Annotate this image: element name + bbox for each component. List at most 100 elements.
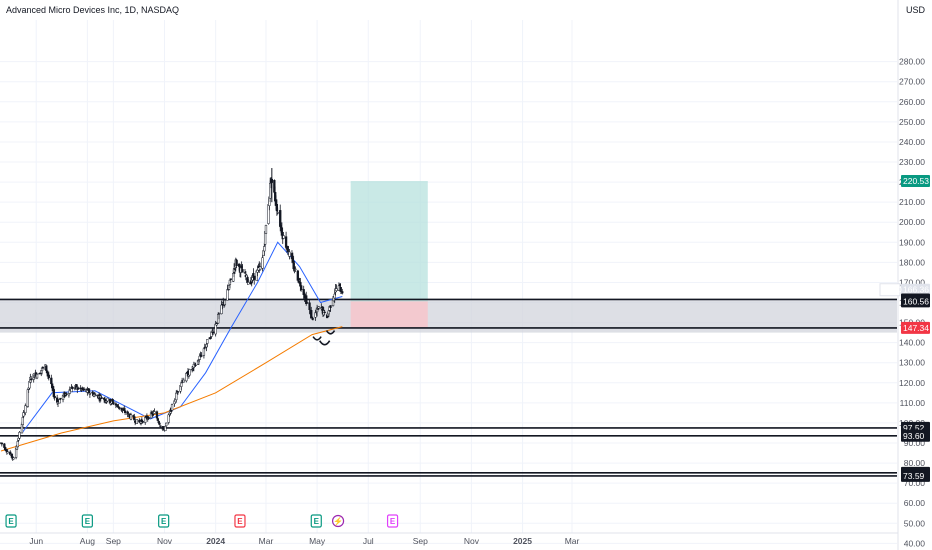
x-tick-label: 2025: [513, 536, 532, 546]
x-tick-label: 2024: [206, 536, 225, 546]
candle-body: [117, 406, 120, 408]
price-badge-label: 73.59: [903, 471, 925, 481]
x-tick-label: Sep: [413, 536, 428, 546]
candle-body: [300, 285, 303, 290]
candle-body: [317, 306, 320, 309]
candle-body: [264, 225, 268, 234]
candle-body: [247, 282, 250, 285]
earnings-marker[interactable]: E: [386, 514, 399, 528]
earnings-marker[interactable]: E: [310, 514, 322, 528]
y-tick-label: 110.00: [900, 398, 926, 408]
earnings-icon: [158, 514, 170, 528]
candle-body: [170, 404, 174, 411]
y-tick-label: 40.00: [904, 538, 926, 548]
price-badge-label: 93.60: [903, 431, 925, 441]
candle-body: [197, 360, 201, 363]
candle-body: [175, 392, 178, 401]
price-badge: [901, 469, 930, 482]
candle-body: [335, 288, 338, 292]
candle-body: [158, 422, 161, 425]
candle-body: [310, 316, 314, 319]
x-tick-label: Nov: [157, 536, 173, 546]
symbol-tag: [879, 283, 901, 297]
pattern-annotations: [312, 330, 336, 346]
price-badge: [901, 295, 930, 308]
x-tick-label: Mar: [565, 536, 580, 546]
candle-body: [10, 453, 14, 458]
candle-body: [16, 441, 19, 448]
x-tick-label: Sep: [106, 536, 121, 546]
x-tick-label: Nov: [464, 536, 480, 546]
candle-body: [229, 278, 232, 280]
y-tick-label: 60.00: [904, 498, 926, 508]
candle-body: [106, 397, 109, 402]
price-axis-panel[interactable]: [898, 0, 932, 550]
candle-body: [211, 331, 215, 334]
earnings-icon: [234, 514, 246, 528]
earnings-marker-label: E: [237, 517, 243, 526]
candle-body: [202, 348, 206, 356]
candle-body: [209, 337, 212, 339]
candle-body: [241, 269, 244, 273]
candle-body: [47, 374, 50, 379]
candle-body: [30, 378, 33, 381]
earnings-marker-label: E: [314, 517, 320, 526]
price-badges: 220.53166.36AMD161.52160.56147.3497.5293…: [879, 175, 930, 482]
y-tick-label: 120.00: [899, 378, 925, 388]
ema-line: [0, 326, 343, 452]
candle-body: [123, 410, 127, 414]
y-tick-label: 170.00: [899, 277, 925, 287]
candle-body: [133, 416, 136, 421]
price-badge: [901, 429, 930, 442]
y-tick-label: 130.00: [899, 358, 925, 368]
candle-body: [329, 305, 332, 308]
y-tick-label: 240.00: [899, 137, 925, 147]
support-zone: [0, 299, 897, 333]
candle-body: [226, 289, 229, 301]
candle-body: [237, 263, 241, 267]
candle-body: [269, 182, 272, 199]
x-tick-label: Mar: [259, 536, 274, 546]
candle-body: [88, 393, 92, 395]
candle-body: [18, 432, 21, 439]
candle-body: [14, 448, 18, 458]
earnings-marker-label: E: [161, 517, 167, 526]
earnings-marker-label: ⚡: [333, 516, 343, 526]
earnings-marker[interactable]: ⚡: [331, 514, 345, 528]
candle-body: [26, 389, 29, 407]
earnings-marker[interactable]: E: [158, 514, 170, 528]
price-badge-label: 166.36: [903, 285, 929, 295]
candle-body: [153, 411, 156, 414]
earnings-icon: [81, 514, 93, 528]
candle-body: [206, 339, 209, 344]
earnings-marker[interactable]: E: [234, 514, 246, 528]
earnings-marker[interactable]: E: [5, 514, 17, 528]
candle-body: [118, 407, 121, 409]
candle-body: [194, 364, 197, 366]
price-badge: [901, 175, 930, 188]
candles: [0, 168, 344, 461]
y-tick-label: 70.00: [904, 478, 926, 488]
horizontal-levels[interactable]: [0, 298, 897, 477]
candle-body: [147, 416, 150, 420]
candle-body: [198, 355, 201, 360]
x-tick-label: Jun: [29, 536, 43, 546]
candle-body: [323, 311, 326, 314]
price-badge-label: 160.56: [903, 296, 929, 306]
candle-body: [232, 273, 235, 282]
candle-body: [288, 251, 291, 257]
candle-body: [144, 417, 147, 423]
candle-body: [286, 246, 289, 252]
candle-body: [294, 268, 297, 270]
earnings-marker[interactable]: E: [81, 514, 93, 528]
candle-body: [310, 310, 313, 319]
candle-body: [341, 291, 344, 294]
candle-body: [333, 293, 336, 299]
candle-body: [217, 313, 221, 315]
earnings-markers[interactable]: E E E E E ⚡ E: [5, 514, 399, 528]
price-badge: [901, 283, 930, 296]
candle-body: [59, 397, 62, 400]
y-tick-label: 180.00: [899, 257, 925, 267]
y-tick-label: 50.00: [904, 518, 926, 528]
